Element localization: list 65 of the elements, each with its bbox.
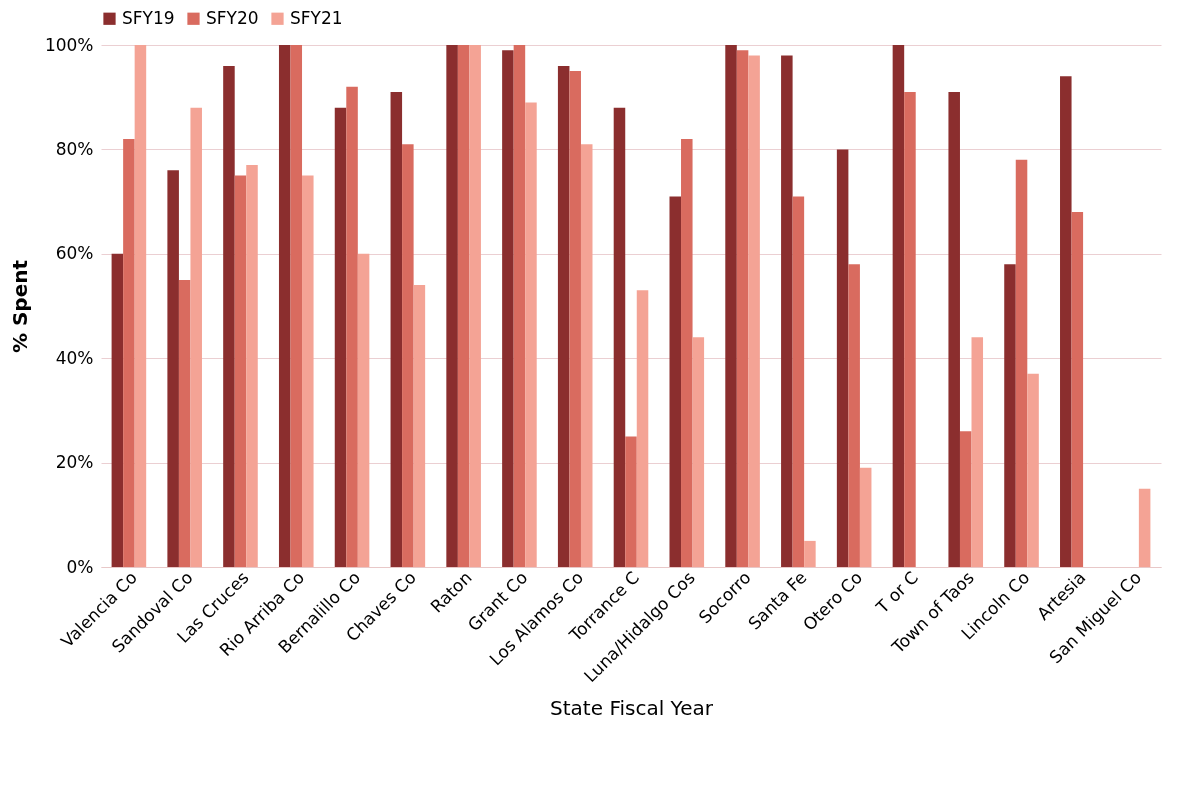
y-tick-label: 40% bbox=[55, 347, 94, 368]
bar bbox=[334, 107, 347, 567]
bar bbox=[971, 337, 984, 567]
bar bbox=[804, 540, 816, 567]
bar bbox=[848, 264, 860, 567]
bar bbox=[457, 45, 470, 567]
bar bbox=[1015, 159, 1028, 567]
bar bbox=[413, 285, 426, 567]
bar bbox=[625, 436, 637, 567]
bar bbox=[1138, 488, 1151, 567]
bar bbox=[246, 165, 258, 567]
bar bbox=[892, 45, 905, 567]
bar bbox=[234, 175, 247, 567]
bar bbox=[904, 91, 916, 567]
bar bbox=[613, 107, 626, 567]
bar bbox=[134, 45, 147, 567]
bar bbox=[178, 279, 191, 567]
bar bbox=[836, 149, 849, 567]
bar bbox=[278, 45, 291, 567]
bar bbox=[636, 290, 649, 567]
bar bbox=[167, 170, 179, 567]
bar bbox=[1004, 264, 1016, 567]
bar bbox=[859, 467, 872, 567]
legend-label: SFY19 bbox=[122, 7, 175, 28]
bar bbox=[1060, 76, 1072, 567]
bar bbox=[580, 144, 593, 567]
x-tick-label: T or C bbox=[871, 567, 922, 618]
y-tick-label: 60% bbox=[55, 243, 94, 264]
bar bbox=[1027, 373, 1039, 567]
bar bbox=[302, 175, 314, 567]
bar bbox=[792, 196, 805, 567]
bar bbox=[190, 107, 202, 567]
bar bbox=[123, 138, 135, 567]
x-axis-title: State Fiscal Year bbox=[550, 696, 714, 721]
bar bbox=[446, 45, 458, 567]
bar bbox=[390, 91, 403, 567]
bar bbox=[357, 253, 370, 567]
bar bbox=[1071, 212, 1084, 567]
y-tick-label: 100% bbox=[44, 34, 94, 55]
bar bbox=[525, 102, 537, 567]
y-tick-label: 0% bbox=[66, 556, 94, 577]
bar bbox=[781, 55, 793, 567]
bar bbox=[692, 337, 705, 567]
y-axis-title: % Spent bbox=[7, 259, 32, 354]
bar bbox=[402, 144, 414, 567]
bar bbox=[725, 45, 737, 567]
bar bbox=[111, 253, 124, 567]
bar bbox=[513, 45, 526, 567]
bar bbox=[569, 71, 581, 567]
bar bbox=[669, 196, 682, 567]
bar bbox=[959, 431, 972, 567]
bar bbox=[223, 65, 235, 567]
bar bbox=[681, 138, 693, 567]
bar bbox=[736, 50, 749, 567]
bar bbox=[346, 86, 358, 567]
bar bbox=[748, 55, 760, 567]
bar bbox=[948, 91, 960, 567]
y-tick-label: 80% bbox=[55, 138, 94, 159]
legend-label: SFY20 bbox=[206, 7, 259, 28]
bar bbox=[469, 45, 481, 567]
legend-label: SFY21 bbox=[290, 7, 343, 28]
bar bbox=[290, 45, 303, 567]
bar bbox=[557, 65, 570, 567]
y-tick-label: 20% bbox=[55, 452, 94, 473]
bar bbox=[502, 50, 514, 567]
